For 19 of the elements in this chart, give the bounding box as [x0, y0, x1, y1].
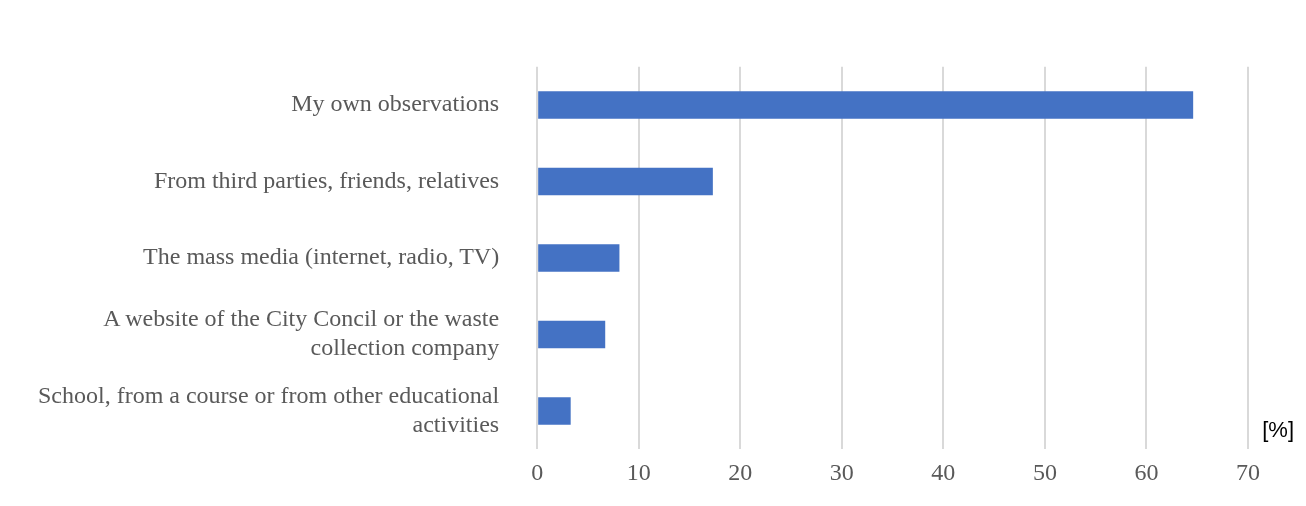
x-tick-label: 30 [829, 458, 854, 485]
bar [538, 244, 620, 272]
x-tick-label: 70 [1236, 458, 1260, 485]
x-tick-label: 60 [1134, 458, 1159, 485]
bar [538, 91, 1194, 119]
y-tick-label: The mass media (internet, radio, TV) [143, 243, 500, 270]
bar [538, 167, 713, 196]
y-tick-label: School, from a course or from other educational activities [37, 381, 500, 437]
x-tick-label: 10 [626, 458, 651, 485]
x-tick-label: 50 [1032, 458, 1057, 485]
bar [538, 397, 571, 425]
x-tick-label: 20 [728, 458, 753, 485]
y-tick-label: A website of the City Concil or the waste collection company [103, 305, 500, 361]
bar [538, 320, 606, 349]
x-axis-title: [%] [1262, 417, 1294, 443]
x-tick-label: 0 [531, 458, 544, 485]
x-tick-label: 40 [931, 458, 956, 485]
y-tick-label: From third parties, friends, relatives [153, 166, 500, 193]
y-tick-label: My own observations [291, 90, 500, 117]
